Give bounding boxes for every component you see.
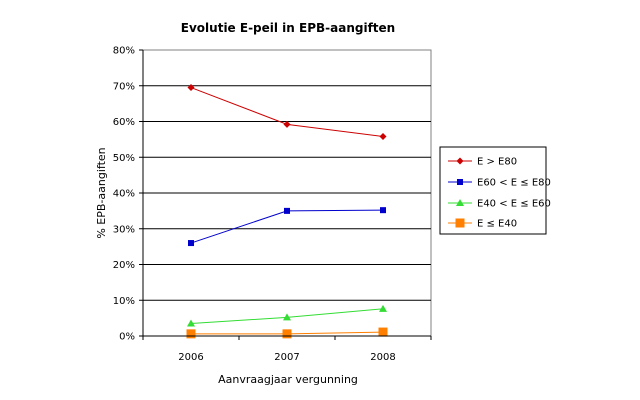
data-point [282,329,292,339]
x-tick-label: 2008 [370,352,395,363]
data-point [379,304,387,312]
y-tick-label: 0% [119,332,135,343]
y-axis-label: % EPB-aangiften [95,147,108,238]
x-tick-label: 2007 [274,352,299,363]
legend-marker [456,157,464,165]
legend-entry: E40 < E ≤ E60 [477,199,551,210]
y-tick-label: 70% [113,81,135,92]
data-point [187,319,195,327]
data-point [379,133,387,141]
data-point [187,84,195,92]
series-2 [188,207,386,247]
data-point [283,120,291,128]
y-tick-label: 40% [113,189,135,200]
legend-entry: E ≤ E40 [477,219,517,230]
y-tick-label: 30% [113,224,135,235]
y-tick-label: 20% [113,260,135,271]
data-point [186,329,196,339]
legend: E > E80 E60 < E ≤ E80 E40 < E ≤ E60 E ≤ E40 [448,157,551,230]
legend-marker [456,199,464,206]
chart-title: Evolutie E-peil in EPB-aangiften [181,21,395,35]
y-axis-ticks: 0% 10% 20% 30% 40% 50% 60% 70% 80% [113,46,143,343]
data-point [380,207,386,214]
series-3 [187,304,387,327]
legend-marker [457,179,463,185]
data-point [283,313,291,321]
y-tick-label: 10% [113,296,135,307]
y-tick-label: 60% [113,117,135,128]
data-point [284,207,290,214]
legend-marker [455,218,465,228]
legend-entry: E60 < E ≤ E80 [477,178,551,189]
y-tick-label: 50% [113,153,135,164]
x-tick-label: 2006 [178,352,203,363]
x-axis-ticks: 2006 2007 2008 [142,336,432,363]
legend-entry: E > E80 [477,157,517,168]
x-axis-label: Aanvraagjaar vergunning [218,373,358,386]
series-1 [187,84,387,141]
data-point [378,327,388,337]
series-group [186,84,388,339]
series-4 [186,327,388,339]
y-tick-label: 80% [113,46,135,57]
data-point [188,240,194,247]
